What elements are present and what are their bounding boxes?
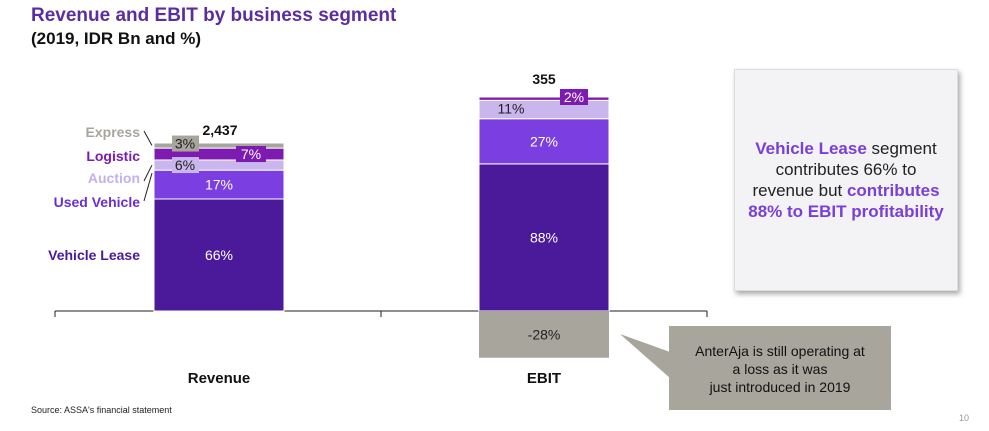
- legend-label-express: Express: [86, 124, 141, 140]
- ebit-label-auction: 11%: [498, 101, 525, 117]
- leader-line-auction: [143, 164, 153, 182]
- revenue-label-logistic: 7%: [241, 146, 261, 162]
- legend-label-auction: Auction: [88, 170, 140, 186]
- ebit-label-box-logistic: [560, 89, 588, 105]
- leader-line-used-vehicle: [143, 173, 153, 202]
- revenue-label-express: 3%: [175, 136, 195, 152]
- revenue-total: 2,437: [202, 122, 237, 138]
- ebit-label-negative: -28%: [528, 326, 561, 342]
- category-label-ebit: EBIT: [527, 370, 561, 387]
- note-line: AnterAja is still operating at: [695, 343, 865, 359]
- insight-highlight-ebit: contributes 88% to EBIT profitability: [748, 181, 944, 221]
- insight-callout: Vehicle Lease segment contributes 66% to…: [734, 69, 958, 291]
- revenue-label-box-express: [172, 135, 199, 152]
- ebit-label-used-vehicle: 27%: [530, 133, 558, 149]
- insight-text: Vehicle Lease segment contributes 66% to…: [747, 138, 945, 222]
- revenue-bar-used-vehicle: [153, 169, 285, 200]
- revenue-label-box-logistic: [236, 146, 266, 163]
- page-number: 10: [959, 413, 970, 423]
- note-text: AnterAja is still operating at a loss as …: [695, 343, 865, 395]
- page-subtitle: (2019, IDR Bn and %): [31, 29, 202, 48]
- insight-body: segment contributes 66% to revenue but: [752, 139, 937, 200]
- ebit-bar-used-vehicle: [478, 118, 610, 165]
- ebit-bar-logistic: [478, 96, 610, 101]
- revenue-label-auction: 6%: [175, 157, 195, 173]
- note-box: [669, 326, 891, 410]
- revenue-label-used-vehicle: 17%: [205, 177, 233, 193]
- note-pointer: [620, 334, 670, 378]
- legend-label-logistic: Logistic: [86, 148, 140, 164]
- ebit-bar-negative: [479, 311, 609, 358]
- legend-label-vehicle-lease: Vehicle Lease: [48, 247, 140, 263]
- revenue-label-vehicle-lease: 66%: [205, 247, 233, 263]
- ebit-label-vehicle-lease: 88%: [530, 229, 558, 245]
- source-note: Source: ASSA's financial statement: [31, 405, 172, 415]
- note-line: a loss as it was: [733, 361, 828, 377]
- note-line: just introduced in 2019: [709, 379, 851, 395]
- ebit-label-logistic: 2%: [564, 89, 584, 105]
- insight-highlight-segment: Vehicle Lease: [755, 139, 867, 158]
- revenue-bar-express: [153, 142, 285, 149]
- leader-line-express: [143, 130, 153, 146]
- revenue-label-box-auction: [172, 157, 199, 174]
- ebit-bar-vehicle-lease: [478, 163, 610, 312]
- category-label-revenue: Revenue: [188, 370, 251, 387]
- page-title: Revenue and EBIT by business segment: [31, 5, 397, 26]
- legend-label-used-vehicle: Used Vehicle: [54, 194, 141, 210]
- ebit-total: 355: [532, 71, 556, 87]
